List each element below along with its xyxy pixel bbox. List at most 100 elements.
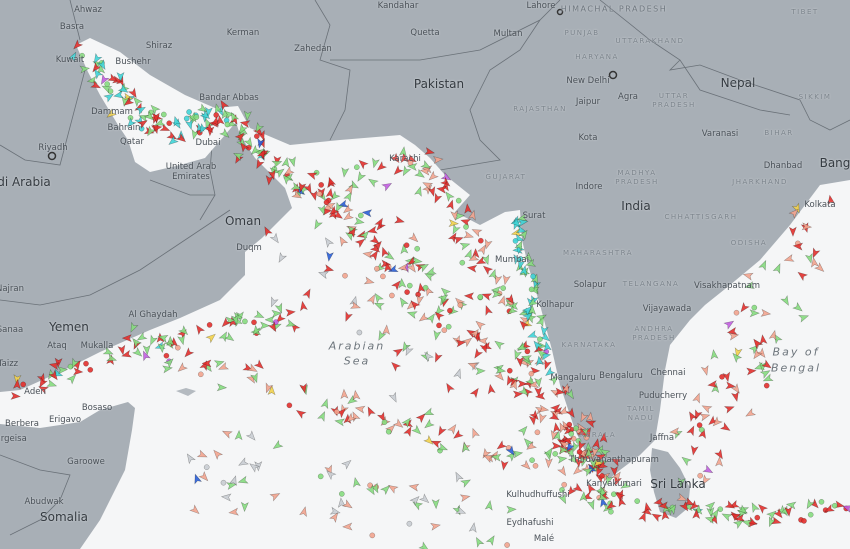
ship-marker[interactable]: [440, 171, 452, 183]
ship-marker[interactable]: [342, 522, 353, 531]
ship-marker[interactable]: [516, 258, 526, 270]
ship-marker[interactable]: [406, 163, 418, 171]
anchored-ship-marker[interactable]: [754, 514, 761, 521]
ship-marker[interactable]: [676, 493, 688, 504]
ship-marker[interactable]: [723, 403, 736, 414]
ship-marker[interactable]: [376, 411, 388, 423]
anchored-ship-marker[interactable]: [389, 292, 395, 299]
ship-marker[interactable]: [796, 269, 809, 282]
ship-marker[interactable]: [192, 473, 203, 485]
anchored-ship-marker[interactable]: [463, 224, 469, 230]
ship-marker[interactable]: [548, 374, 560, 386]
ship-marker[interactable]: [211, 448, 224, 460]
ship-marker[interactable]: [205, 332, 217, 344]
ship-marker[interactable]: [475, 367, 486, 376]
ship-marker[interactable]: [561, 383, 571, 394]
anchored-ship-marker[interactable]: [193, 114, 200, 120]
ship-marker[interactable]: [447, 423, 459, 435]
ship-marker[interactable]: [326, 176, 337, 188]
ship-marker[interactable]: [686, 424, 697, 437]
anchored-ship-marker[interactable]: [197, 371, 204, 378]
ship-marker[interactable]: [525, 375, 537, 388]
ship-marker[interactable]: [721, 511, 733, 522]
anchored-ship-marker[interactable]: [316, 191, 323, 197]
ship-marker[interactable]: [549, 429, 559, 441]
ship-marker[interactable]: [683, 497, 695, 508]
ship-marker[interactable]: [576, 449, 587, 458]
ship-marker[interactable]: [686, 410, 698, 423]
ship-marker[interactable]: [202, 117, 214, 130]
ship-marker[interactable]: [337, 497, 346, 508]
ship-marker[interactable]: [223, 331, 235, 344]
ship-marker[interactable]: [585, 482, 597, 495]
ship-marker[interactable]: [240, 501, 249, 513]
ship-marker[interactable]: [328, 190, 341, 202]
ship-marker[interactable]: [136, 331, 148, 344]
ship-marker[interactable]: [375, 161, 388, 173]
ship-marker[interactable]: [459, 241, 471, 251]
ship-marker[interactable]: [604, 474, 614, 486]
ship-marker[interactable]: [613, 490, 626, 502]
ship-marker[interactable]: [121, 334, 132, 343]
ship-marker[interactable]: [57, 366, 69, 375]
ship-marker[interactable]: [572, 456, 585, 468]
ship-marker[interactable]: [443, 190, 455, 202]
ship-marker[interactable]: [562, 436, 573, 446]
ship-marker[interactable]: [418, 493, 431, 505]
ship-marker[interactable]: [558, 446, 569, 455]
ship-marker[interactable]: [347, 226, 359, 238]
ship-marker[interactable]: [453, 471, 464, 483]
ship-marker[interactable]: [430, 438, 442, 449]
ship-marker[interactable]: [471, 226, 483, 238]
ship-marker[interactable]: [71, 39, 84, 51]
ship-marker[interactable]: [299, 506, 309, 518]
ship-marker[interactable]: [453, 368, 463, 380]
ship-marker[interactable]: [543, 340, 552, 352]
ship-marker[interactable]: [259, 321, 271, 330]
ship-marker[interactable]: [381, 180, 393, 192]
ship-marker[interactable]: [424, 146, 436, 157]
ship-marker[interactable]: [411, 424, 423, 436]
ship-marker[interactable]: [501, 274, 511, 286]
anchored-ship-marker[interactable]: [529, 457, 535, 464]
ship-marker[interactable]: [700, 474, 711, 486]
ship-marker[interactable]: [728, 331, 740, 341]
ship-marker[interactable]: [182, 347, 195, 359]
ship-marker[interactable]: [692, 392, 703, 404]
ship-marker[interactable]: [189, 504, 201, 516]
ship-marker[interactable]: [342, 211, 355, 223]
ship-marker[interactable]: [421, 180, 434, 191]
anchored-ship-marker[interactable]: [342, 272, 348, 279]
ship-marker[interactable]: [142, 344, 151, 356]
ship-marker[interactable]: [145, 125, 156, 137]
ship-marker[interactable]: [401, 416, 413, 428]
ship-marker[interactable]: [509, 379, 519, 391]
ship-marker[interactable]: [271, 309, 282, 318]
ship-marker[interactable]: [369, 249, 381, 262]
anchored-ship-marker[interactable]: [367, 482, 373, 489]
ship-marker[interactable]: [400, 243, 409, 255]
ship-marker[interactable]: [452, 429, 464, 441]
ship-marker[interactable]: [355, 171, 367, 183]
ship-marker[interactable]: [106, 353, 118, 364]
ship-marker[interactable]: [409, 298, 421, 311]
ship-marker[interactable]: [549, 402, 562, 414]
ship-marker[interactable]: [317, 204, 327, 216]
ship-marker[interactable]: [197, 103, 209, 115]
ship-marker[interactable]: [552, 406, 563, 415]
ship-marker[interactable]: [367, 225, 378, 235]
anchored-ship-marker[interactable]: [506, 367, 513, 374]
ship-marker[interactable]: [455, 506, 467, 517]
ship-marker[interactable]: [237, 457, 250, 468]
ship-marker[interactable]: [325, 251, 334, 262]
ship-marker[interactable]: [37, 383, 50, 395]
ship-marker[interactable]: [363, 276, 375, 286]
ship-marker[interactable]: [242, 362, 254, 374]
ship-marker[interactable]: [490, 453, 502, 462]
ship-marker[interactable]: [370, 482, 381, 494]
ship-marker[interactable]: [320, 398, 330, 410]
anchored-ship-marker[interactable]: [532, 462, 539, 469]
ship-marker[interactable]: [591, 446, 600, 458]
ship-marker[interactable]: [203, 122, 215, 134]
ship-marker[interactable]: [698, 428, 708, 440]
